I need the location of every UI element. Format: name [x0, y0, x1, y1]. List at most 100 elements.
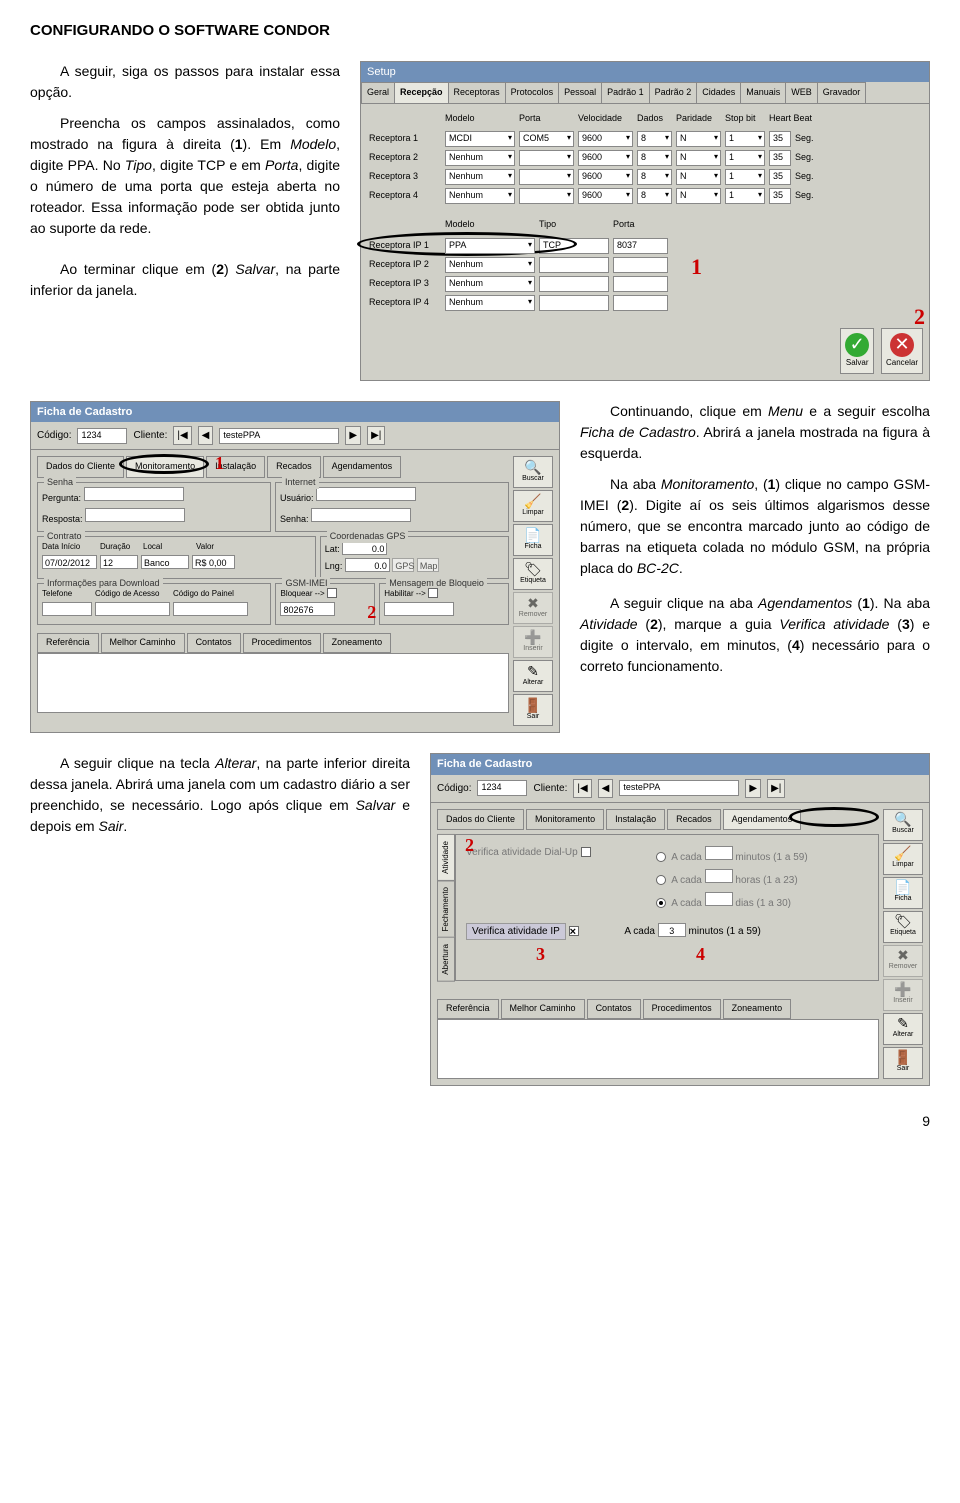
stop-select[interactable]: 1 — [725, 188, 765, 204]
vel-select[interactable]: 9600 — [578, 150, 633, 166]
cliente-field[interactable]: testePPA — [619, 780, 739, 796]
lng-field[interactable]: 0.0 — [345, 558, 390, 572]
hab-check[interactable] — [428, 588, 438, 598]
r-hor[interactable] — [656, 875, 666, 885]
inserir-button[interactable]: ➕Inserir — [883, 979, 923, 1011]
pergunta-field[interactable] — [84, 487, 184, 501]
par-select[interactable]: N — [676, 169, 721, 185]
alterar-button[interactable]: ✎Alterar — [883, 1013, 923, 1045]
nav-next[interactable]: ▶ — [345, 426, 361, 445]
chk-dial[interactable] — [581, 847, 591, 857]
porta-select[interactable]: COM5 — [519, 131, 574, 147]
codacc-field[interactable] — [95, 602, 170, 616]
gsm-imei-field[interactable]: 802676 — [280, 602, 335, 616]
modelo-select[interactable]: Nenhum — [445, 150, 515, 166]
r-dias[interactable] — [656, 898, 666, 908]
bt-cont[interactable]: Contatos — [587, 999, 641, 1019]
nav-first[interactable]: |◀ — [573, 779, 591, 798]
ip-porta-field[interactable] — [613, 257, 668, 273]
save-button[interactable]: ✓Salvar — [840, 328, 874, 374]
stop-select[interactable]: 1 — [725, 131, 765, 147]
bt-mc[interactable]: Melhor Caminho — [101, 633, 185, 653]
hb-field[interactable]: 35 — [769, 150, 791, 166]
par-select[interactable]: N — [676, 188, 721, 204]
data-field[interactable]: 07/02/2012 — [42, 555, 97, 569]
bt-zon[interactable]: Zoneamento — [723, 999, 792, 1019]
etiqueta-button[interactable]: 🏷Etiqueta — [513, 558, 553, 590]
stop-select[interactable]: 1 — [725, 150, 765, 166]
nav-next[interactable]: ▶ — [745, 779, 761, 798]
chk-ip[interactable] — [569, 926, 579, 936]
r-min[interactable] — [656, 852, 666, 862]
vtab-atividade[interactable]: Atividade — [437, 834, 455, 881]
tab-monitoramento[interactable]: Monitoramento — [526, 809, 604, 831]
bt-proc[interactable]: Procedimentos — [643, 999, 721, 1019]
tab-instalacao[interactable]: Instalação — [606, 809, 665, 831]
tab-receptoras[interactable]: Receptoras — [448, 82, 506, 103]
buscar-button[interactable]: 🔍Buscar — [883, 809, 923, 841]
tab-cidades[interactable]: Cidades — [696, 82, 741, 103]
notes-area[interactable] — [437, 1019, 879, 1079]
buscar-button[interactable]: 🔍Buscar — [513, 456, 553, 488]
par-select[interactable]: N — [676, 150, 721, 166]
sair-button[interactable]: 🚪Sair — [883, 1047, 923, 1079]
notes-area[interactable] — [37, 653, 509, 713]
ip-modelo-select[interactable]: Nenhum — [445, 276, 535, 292]
tab-recados[interactable]: Recados — [667, 809, 721, 831]
dados-select[interactable]: 8 — [637, 169, 672, 185]
par-select[interactable]: N — [676, 131, 721, 147]
dados-select[interactable]: 8 — [637, 188, 672, 204]
tel-field[interactable] — [42, 602, 92, 616]
tab-padrao1[interactable]: Padrão 1 — [601, 82, 650, 103]
modelo-select[interactable]: MCDI — [445, 131, 515, 147]
tab-dados[interactable]: Dados do Cliente — [437, 809, 524, 831]
tab-protocolos[interactable]: Protocolos — [505, 82, 560, 103]
codpai-field[interactable] — [173, 602, 248, 616]
etiqueta-button[interactable]: 🏷Etiqueta — [883, 911, 923, 943]
ip-porta-field[interactable] — [613, 276, 668, 292]
tab-dados[interactable]: Dados do Cliente — [37, 456, 124, 478]
ip-porta-field[interactable]: 8037 — [613, 238, 668, 254]
cliente-field[interactable]: testePPA — [219, 428, 339, 444]
remover-button[interactable]: ✖Remover — [883, 945, 923, 977]
hb-field[interactable]: 35 — [769, 131, 791, 147]
ip-modelo-select[interactable]: Nenhum — [445, 295, 535, 311]
nav-prev[interactable]: ◀ — [198, 426, 214, 445]
tab-geral[interactable]: Geral — [361, 82, 395, 103]
msg-field[interactable] — [384, 602, 454, 616]
nav-first[interactable]: |◀ — [173, 426, 191, 445]
cancel-button[interactable]: ✕Cancelar — [881, 328, 923, 374]
tab-gravador[interactable]: Gravador — [817, 82, 867, 103]
bt-proc[interactable]: Procedimentos — [243, 633, 321, 653]
tab-recados[interactable]: Recados — [267, 456, 321, 478]
modelo-select[interactable]: Nenhum — [445, 169, 515, 185]
valor-field[interactable]: R$ 0,00 — [192, 555, 235, 569]
codigo-field[interactable]: 1234 — [477, 780, 527, 796]
ip-modelo-select[interactable]: PPA — [445, 238, 535, 254]
vel-select[interactable]: 9600 — [578, 169, 633, 185]
nav-last[interactable]: ▶| — [767, 779, 785, 798]
codigo-field[interactable]: 1234 — [77, 428, 127, 444]
porta-select[interactable] — [519, 188, 574, 204]
resposta-field[interactable] — [85, 508, 185, 522]
bt-zon[interactable]: Zoneamento — [323, 633, 392, 653]
interval-field[interactable]: 3 — [658, 923, 686, 937]
vtab-abertura[interactable]: Abertura — [437, 937, 455, 982]
ip-tipo-field[interactable] — [539, 257, 609, 273]
nav-last[interactable]: ▶| — [367, 426, 385, 445]
tab-pessoal[interactable]: Pessoal — [558, 82, 602, 103]
ip-porta-field[interactable] — [613, 295, 668, 311]
vel-select[interactable]: 9600 — [578, 188, 633, 204]
tab-agendamentos[interactable]: Agendamentos — [723, 809, 802, 831]
dados-select[interactable]: 8 — [637, 131, 672, 147]
ficha-button[interactable]: 📄Ficha — [883, 877, 923, 909]
bt-mc[interactable]: Melhor Caminho — [501, 999, 585, 1019]
tab-monitoramento[interactable]: Monitoramento — [126, 456, 204, 478]
ip-tipo-field[interactable]: TCP — [539, 238, 609, 254]
tab-agendamentos[interactable]: Agendamentos — [323, 456, 402, 478]
bt-cont[interactable]: Contatos — [187, 633, 241, 653]
limpar-button[interactable]: 🧹Limpar — [883, 843, 923, 875]
alterar-button[interactable]: ✎Alterar — [513, 660, 553, 692]
ip-modelo-select[interactable]: Nenhum — [445, 257, 535, 273]
vel-select[interactable]: 9600 — [578, 131, 633, 147]
